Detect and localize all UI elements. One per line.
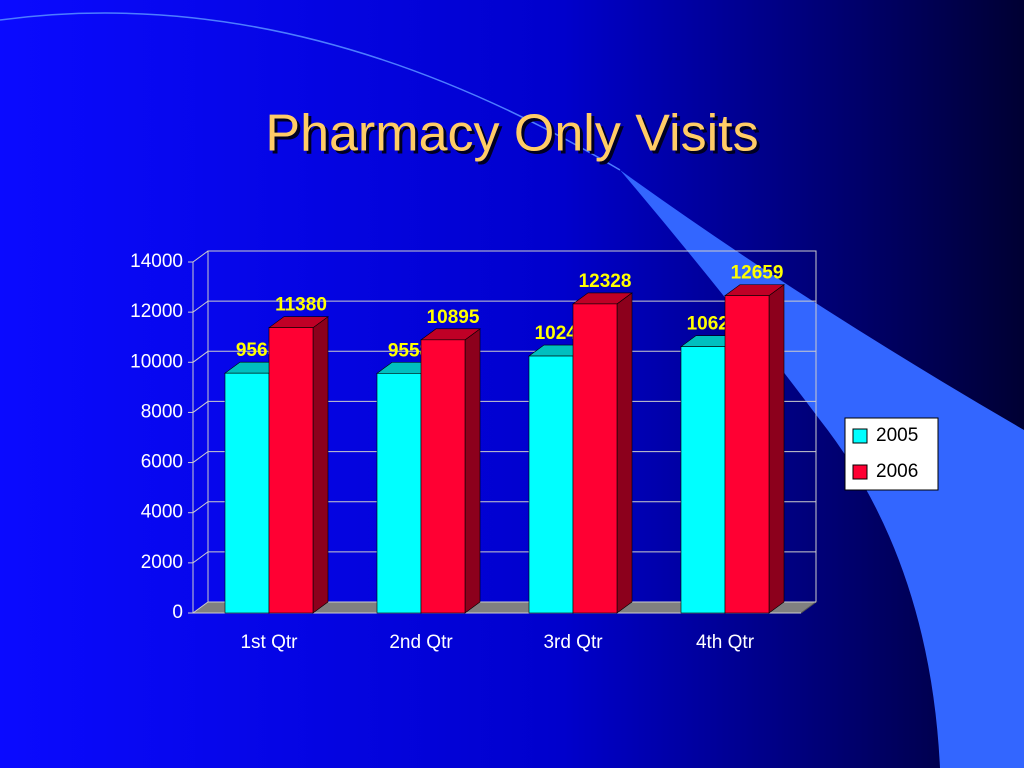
value-label: 11380 bbox=[275, 295, 327, 316]
y-tick-label: 0 bbox=[172, 602, 183, 623]
x-tick-label: 2nd Qtr bbox=[389, 632, 453, 653]
swoosh bbox=[620, 170, 1024, 768]
chart-title: Pharmacy Only Visits bbox=[265, 105, 758, 163]
bar bbox=[224, 372, 270, 614]
bar-side bbox=[768, 284, 785, 614]
x-tick-label: 1st Qtr bbox=[240, 632, 298, 653]
bar-side bbox=[616, 292, 633, 614]
x-tick-label: 4th Qtr bbox=[696, 632, 755, 653]
bar bbox=[420, 339, 466, 614]
value-label: 9558 bbox=[388, 340, 430, 361]
bar-side bbox=[312, 316, 329, 614]
chart: 0 2000 4000 6000 8000 10000 12000 14000 1st Qtr 9… bbox=[130, 250, 939, 653]
y-tick-label: 14000 bbox=[130, 251, 183, 272]
bar-side bbox=[464, 328, 481, 614]
legend-swatch bbox=[852, 464, 868, 480]
legend-swatch bbox=[852, 428, 868, 444]
grid-line bbox=[192, 250, 816, 263]
value-label: 12328 bbox=[579, 271, 632, 292]
y-tick-label: 4000 bbox=[141, 502, 183, 523]
y-tick-label: 2000 bbox=[141, 552, 183, 573]
bar bbox=[376, 373, 422, 614]
legend-label: 2006 bbox=[876, 461, 918, 482]
value-label: 10895 bbox=[427, 307, 480, 328]
y-tick-label: 6000 bbox=[141, 452, 183, 473]
bar bbox=[528, 355, 574, 614]
bar bbox=[268, 327, 314, 614]
y-tick-label: 10000 bbox=[130, 351, 183, 372]
bar bbox=[572, 303, 618, 614]
bar bbox=[724, 295, 770, 614]
x-tick-label: 3rd Qtr bbox=[543, 632, 603, 653]
legend-label: 2005 bbox=[876, 425, 918, 446]
value-label: 12659 bbox=[731, 263, 784, 284]
bar bbox=[680, 346, 726, 614]
y-tick-label: 12000 bbox=[130, 301, 183, 322]
swoosh-line bbox=[0, 12, 621, 171]
y-tick-label: 8000 bbox=[141, 401, 183, 422]
value-label: 9565 bbox=[236, 340, 279, 361]
